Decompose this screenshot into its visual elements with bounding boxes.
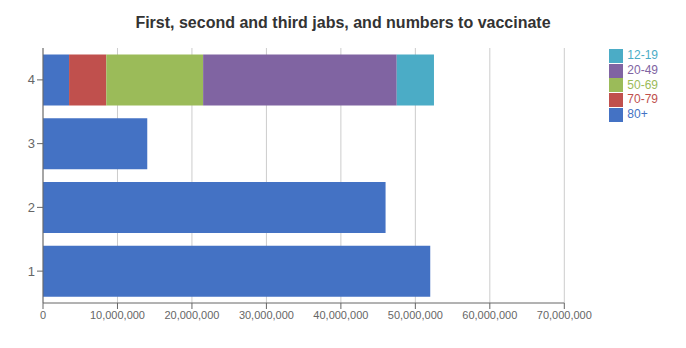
svg-text:4: 4	[28, 72, 35, 87]
html-text:First, second and third jabs,: First, second and third jabs, and number…	[135, 14, 551, 31]
html-text:12-19: 12-19	[627, 48, 658, 62]
svg-text:0: 0	[40, 309, 46, 321]
html-text:20-49: 20-49	[627, 62, 658, 77]
svg-text:1: 1	[28, 264, 35, 279]
svg-text:40,000,000: 40,000,000	[313, 309, 368, 321]
svg-text:30,000,000: 30,000,000	[239, 309, 294, 321]
svg-text:60,000,000: 60,000,000	[462, 309, 517, 321]
svg-text:3: 3	[28, 136, 35, 151]
svg-text:2: 2	[28, 200, 35, 215]
html-text:70-79: 70-79	[627, 92, 658, 107]
svg-text:70,000,000: 70,000,000	[537, 309, 592, 321]
html-text:80+: 80+	[627, 107, 648, 122]
svg-text:10,000,000: 10,000,000	[90, 309, 145, 321]
html-text:50-69: 50-69	[627, 77, 658, 92]
svg-text:20,000,000: 20,000,000	[164, 309, 219, 321]
svg-text:50,000,000: 50,000,000	[388, 309, 443, 321]
